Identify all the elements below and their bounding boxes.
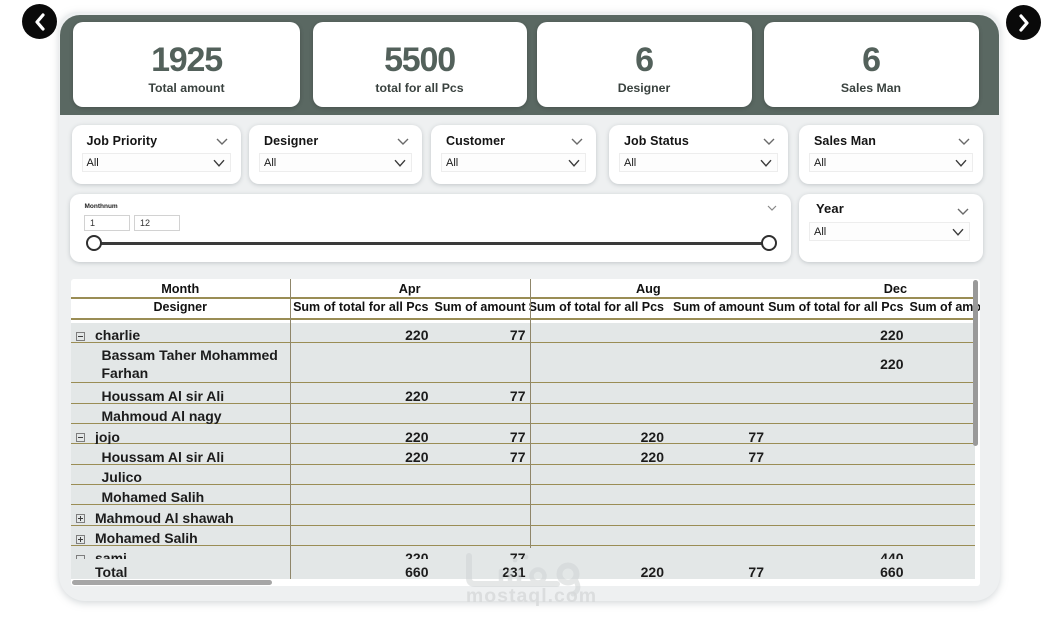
svg-text:mostaql.com: mostaql.com <box>466 585 597 607</box>
